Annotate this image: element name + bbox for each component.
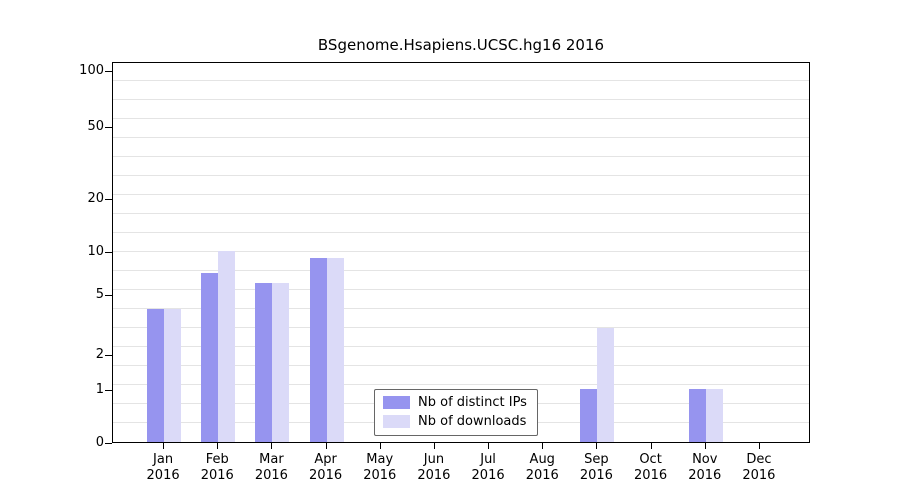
y-tick-label: 2 <box>95 346 104 362</box>
legend-label: Nb of downloads <box>418 414 527 429</box>
y-tick-mark <box>105 354 112 356</box>
gridline <box>113 289 809 290</box>
bar-downloads-nov <box>705 389 723 442</box>
chart-title: BSgenome.Hsapiens.UCSC.hg16 2016 <box>317 36 605 54</box>
x-tick-mark <box>758 443 760 449</box>
legend-swatch-distinct-ips <box>383 396 410 409</box>
bar-distinct-ips-sep <box>580 389 598 442</box>
gridline <box>113 365 809 366</box>
y-tick-mark <box>105 71 112 73</box>
gridline <box>113 99 809 100</box>
legend-row: Nb of downloads <box>383 414 527 429</box>
gridline <box>113 118 809 119</box>
gridline <box>113 80 809 81</box>
gridline <box>113 213 809 214</box>
gridline <box>113 156 809 157</box>
x-tick-mark <box>379 443 381 449</box>
x-tick-label: Jul 2016 <box>471 452 505 483</box>
x-tick-label: Jun 2016 <box>417 452 451 483</box>
gridline <box>113 327 809 328</box>
x-tick-label: Jan 2016 <box>146 452 180 483</box>
plot-area: Nb of distinct IPs Nb of downloads <box>112 62 810 443</box>
bar-distinct-ips-jan <box>147 309 165 442</box>
x-tick-label: Oct 2016 <box>634 452 668 483</box>
gridline <box>113 384 809 385</box>
gridline <box>113 194 809 195</box>
y-tick-label: 1 <box>95 382 104 398</box>
y-tick-label: 50 <box>87 119 104 135</box>
x-tick-mark <box>596 443 598 449</box>
x-tick-mark <box>271 443 273 449</box>
bar-distinct-ips-feb <box>201 273 219 442</box>
gridline <box>113 346 809 347</box>
gridline <box>113 270 809 271</box>
x-tick-mark <box>217 443 219 449</box>
x-tick-mark <box>488 443 490 449</box>
y-tick-mark <box>105 199 112 201</box>
bar-downloads-sep <box>597 328 615 442</box>
y-tick-mark <box>105 443 112 444</box>
bar-distinct-ips-nov <box>688 389 706 442</box>
y-tick-mark <box>105 390 112 392</box>
bar-downloads-jan <box>164 309 182 442</box>
y-tick-mark <box>105 252 112 254</box>
bar-distinct-ips-apr <box>309 258 327 442</box>
x-tick-mark <box>650 443 652 449</box>
gridline <box>113 232 809 233</box>
x-tick-label: Apr 2016 <box>309 452 343 483</box>
x-tick-label: Dec 2016 <box>742 452 776 483</box>
gridline <box>113 308 809 309</box>
y-tick-label: 5 <box>95 287 104 303</box>
gridline <box>113 137 809 138</box>
gridline <box>113 251 809 252</box>
legend-label: Nb of distinct IPs <box>418 395 527 410</box>
x-tick-label: Feb 2016 <box>200 452 234 483</box>
x-tick-label: Aug 2016 <box>525 452 559 483</box>
x-tick-label: Sep 2016 <box>579 452 613 483</box>
y-tick-mark <box>105 127 112 129</box>
x-tick-mark <box>325 443 327 449</box>
y-tick-label: 100 <box>79 63 104 79</box>
x-tick-label: Mar 2016 <box>254 452 288 483</box>
gridline <box>113 175 809 176</box>
bar-downloads-apr <box>326 258 344 442</box>
bar-distinct-ips-mar <box>255 283 273 442</box>
bar-downloads-feb <box>218 251 236 442</box>
y-tick-label: 0 <box>95 435 104 450</box>
x-tick-mark <box>433 443 435 449</box>
legend-swatch-downloads <box>383 415 410 428</box>
x-tick-mark <box>163 443 165 449</box>
legend: Nb of distinct IPs Nb of downloads <box>374 389 538 436</box>
x-tick-label: Nov 2016 <box>688 452 722 483</box>
x-tick-mark <box>704 443 706 449</box>
legend-row: Nb of distinct IPs <box>383 395 527 410</box>
x-tick-label: May 2016 <box>363 452 397 483</box>
x-tick-mark <box>542 443 544 449</box>
y-tick-mark <box>105 295 112 297</box>
y-tick-label: 10 <box>87 244 104 260</box>
y-tick-label: 20 <box>87 191 104 207</box>
bar-downloads-mar <box>272 283 290 442</box>
